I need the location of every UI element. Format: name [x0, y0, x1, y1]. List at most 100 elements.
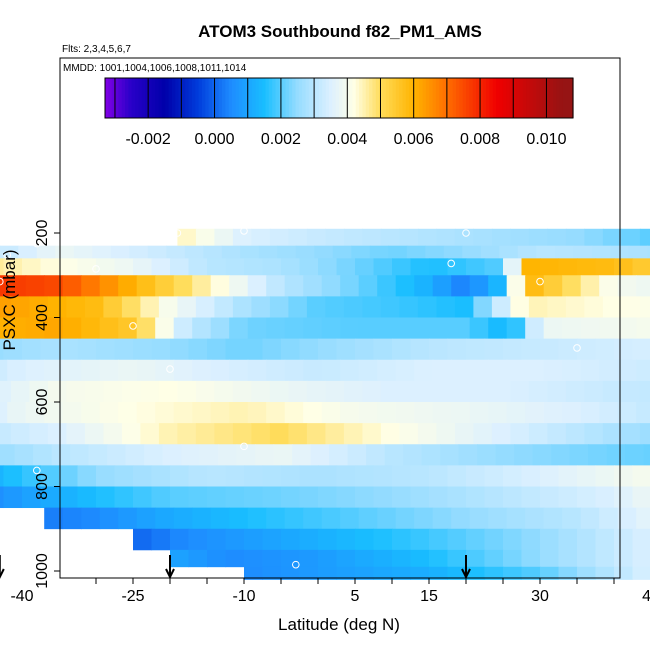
- heatmap-cell: [59, 258, 79, 276]
- heatmap-cell: [584, 423, 604, 445]
- heatmap-cell: [380, 296, 400, 318]
- heatmap-cell: [195, 380, 215, 403]
- heatmap-cell: [229, 359, 249, 382]
- heatmap-cell: [599, 507, 619, 530]
- heatmap-cell: [299, 566, 319, 580]
- colorbar-swatch: [549, 78, 554, 118]
- colorbar-swatch: [482, 78, 487, 118]
- heatmap-cell: [29, 296, 49, 318]
- heatmap-cell: [617, 275, 637, 297]
- heatmap-cell: [484, 258, 504, 276]
- heatmap-cell: [639, 296, 650, 318]
- heatmap-cell: [269, 423, 289, 445]
- heatmap-cell: [136, 402, 156, 424]
- heatmap-cell: [395, 275, 415, 297]
- heatmap-cell: [170, 258, 190, 276]
- heatmap-cell: [543, 275, 563, 297]
- heatmap-cell: [484, 566, 504, 580]
- latitude-arrow: [165, 555, 175, 580]
- y-axis: 200 400 600 800 1000: [34, 220, 60, 589]
- heatmap-cell: [377, 507, 397, 530]
- heatmap-cell: [77, 465, 97, 487]
- colorbar-swatch: [295, 78, 300, 118]
- heatmap-cell: [158, 296, 178, 318]
- colorbar-swatch: [155, 78, 160, 118]
- heatmap-cell: [40, 338, 60, 361]
- observation-point: [33, 239, 41, 248]
- heatmap-cell: [565, 380, 585, 403]
- heatmap-cell: [177, 296, 197, 318]
- heatmap-cell: [410, 486, 430, 509]
- heatmap-cell: [454, 296, 474, 318]
- heatmap-cell: [306, 296, 326, 318]
- colorbar-swatch: [462, 78, 467, 118]
- heatmap-cell: [173, 275, 193, 297]
- heatmap-cell: [266, 507, 286, 530]
- observation-point: [292, 560, 300, 569]
- colorbar-swatch: [118, 78, 123, 118]
- colorbar-swatch: [395, 78, 400, 118]
- heatmap-cell: [547, 423, 567, 445]
- colorbar-swatch: [369, 78, 374, 118]
- heatmap-cell: [358, 317, 378, 340]
- colorbar-swatch: [111, 78, 116, 118]
- heatmap-cell: [506, 275, 526, 297]
- heatmap-cell: [84, 380, 104, 403]
- heatmap-cell: [229, 507, 249, 530]
- heatmap-cell: [447, 465, 467, 487]
- heatmap-cells: [0, 228, 650, 580]
- heatmap-cell: [118, 317, 138, 340]
- heatmap-cell: [410, 338, 430, 361]
- heatmap-cell: [447, 486, 467, 509]
- heatmap-cell: [229, 317, 249, 340]
- heatmap-cell: [73, 245, 93, 259]
- heatmap-cell: [380, 423, 400, 445]
- heatmap-cell: [0, 444, 16, 466]
- colorbar-swatch: [228, 78, 233, 118]
- heatmap-cell: [177, 228, 197, 247]
- heatmap-cell: [325, 423, 345, 445]
- heatmap-cell: [47, 380, 67, 403]
- colorbar-swatch: [282, 78, 287, 118]
- heatmap-cell: [151, 258, 171, 276]
- heatmap-cell: [81, 275, 101, 297]
- heatmap-cell: [77, 258, 97, 276]
- colorbar-swatch: [432, 78, 437, 118]
- heatmap-cell: [540, 549, 560, 568]
- heatmap-cell: [29, 380, 49, 403]
- colorbar-swatch: [562, 78, 567, 118]
- heatmap-cell: [262, 549, 282, 568]
- colorbar-swatch: [128, 78, 133, 118]
- heatmap-cell: [414, 275, 434, 297]
- heatmap-cell: [281, 486, 301, 509]
- heatmap-cell: [44, 359, 64, 382]
- heatmap-cell: [144, 444, 164, 466]
- heatmap-cell: [351, 245, 371, 259]
- heatmap-cell: [503, 566, 523, 580]
- heatmap-cell: [436, 296, 456, 318]
- heatmap-cell: [392, 258, 412, 276]
- heatmap-cell: [525, 359, 545, 382]
- heatmap-cell: [325, 380, 345, 403]
- colorbar-swatch: [305, 78, 310, 118]
- heatmap-cell: [207, 549, 227, 568]
- colorbar-swatch: [445, 78, 450, 118]
- heatmap-cell: [525, 317, 545, 340]
- heatmap-cell: [0, 275, 8, 297]
- colorbar-swatch: [389, 78, 394, 118]
- latitude-arrows: [0, 555, 471, 580]
- heatmap-cell: [406, 245, 426, 259]
- heatmap-cell: [614, 486, 634, 509]
- heatmap-cell: [466, 338, 486, 361]
- heatmap-cell: [540, 338, 560, 361]
- colorbar-swatch: [519, 78, 524, 118]
- colorbar-swatch: [522, 78, 527, 118]
- heatmap-cell: [284, 317, 304, 340]
- heatmap-cell: [147, 245, 167, 259]
- heatmap-cell: [562, 317, 582, 340]
- heatmap-cell: [466, 465, 486, 487]
- heatmap-cell: [25, 317, 45, 340]
- heatmap-cell: [244, 338, 264, 361]
- heatmap-cell: [484, 528, 504, 551]
- colorbar-tick-label: 0.002: [261, 131, 301, 148]
